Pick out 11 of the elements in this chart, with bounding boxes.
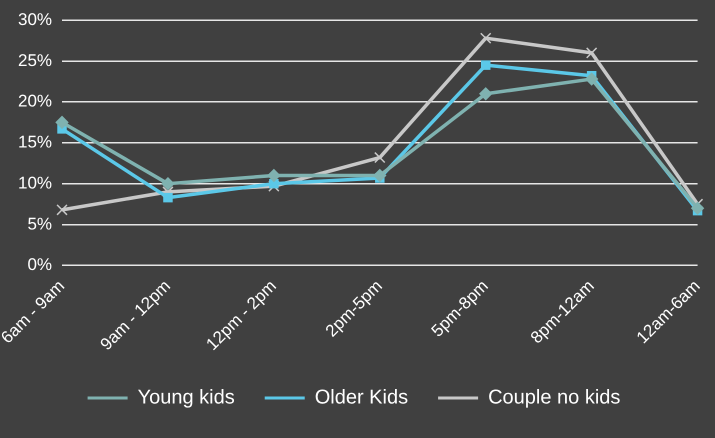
- y-tick-label: 10%: [18, 173, 52, 192]
- y-tick-label: 30%: [18, 10, 52, 29]
- y-tick-label: 5%: [27, 214, 52, 234]
- legend-label: Older Kids: [314, 386, 408, 409]
- legend-label: Couple no kids: [488, 386, 620, 409]
- x-tick-label: 6am - 9am: [0, 276, 68, 348]
- y-tick-label: 20%: [18, 92, 52, 111]
- y-tick-label: 25%: [18, 50, 52, 70]
- y-tick-label: 0%: [27, 255, 52, 274]
- y-tick-label: 15%: [18, 132, 52, 152]
- legend-label: Young kids: [138, 386, 235, 409]
